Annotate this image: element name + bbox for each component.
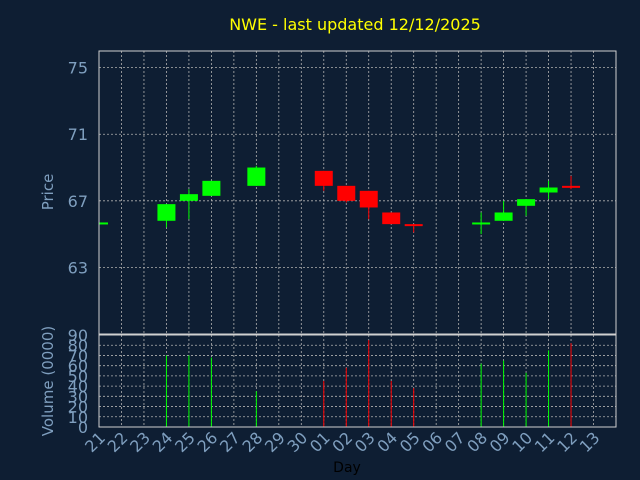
volume-axis-label: Volume (0000) xyxy=(39,326,57,436)
candle-body xyxy=(179,194,198,201)
volume-tick-label: 40 xyxy=(68,377,88,396)
volume-tick-label: 90 xyxy=(68,326,88,345)
volume-tick-label: 80 xyxy=(68,336,88,355)
price-tick-label: 71 xyxy=(68,125,88,144)
candle-body xyxy=(472,222,491,225)
candle-body xyxy=(539,187,558,193)
volume-tick-label: 30 xyxy=(68,387,88,406)
volume-tick-label: 20 xyxy=(68,398,88,417)
volume-tick-label: 10 xyxy=(68,408,88,427)
volume-tick-label: 50 xyxy=(68,367,88,386)
candle-body xyxy=(202,180,221,196)
price-tick-label: 67 xyxy=(68,192,88,211)
price-tick-label: 63 xyxy=(68,258,88,277)
volume-tick-label: 0 xyxy=(78,418,88,437)
candle-body xyxy=(247,167,266,186)
price-panel-frame xyxy=(98,50,617,335)
volume-panel-frame xyxy=(98,334,617,428)
candle-body xyxy=(314,170,333,186)
candle-body xyxy=(382,212,401,225)
volume-bars xyxy=(165,340,572,427)
candle-body xyxy=(99,222,108,225)
candle-body xyxy=(494,212,513,221)
candle-body xyxy=(517,199,536,206)
price-tick-label: 75 xyxy=(68,59,88,78)
candle-body xyxy=(157,204,176,221)
candle-body xyxy=(337,185,356,201)
x-axis-label: Day xyxy=(333,460,361,476)
chart-title: NWE - last updated 12/12/2025 xyxy=(229,15,481,34)
candle-body xyxy=(359,190,378,208)
volume-tick-label: 70 xyxy=(68,346,88,365)
candle-body xyxy=(404,224,423,227)
volume-tick-label: 60 xyxy=(68,357,88,376)
price-axis-label: Price xyxy=(39,174,57,211)
candles xyxy=(98,165,581,235)
candle-body xyxy=(562,185,581,188)
